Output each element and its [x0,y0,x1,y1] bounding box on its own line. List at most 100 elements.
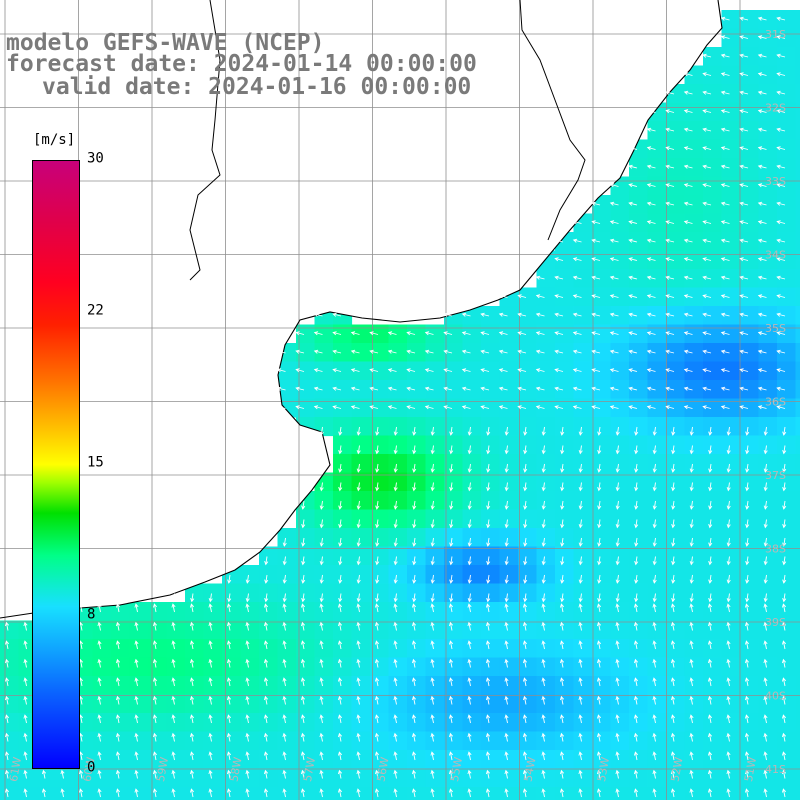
wind-arrow [467,658,472,668]
wind-cell [240,657,260,677]
wind-arrow [356,751,361,761]
wind-arrow [332,312,342,317]
wind-cell [462,676,482,696]
wind-cell [629,287,649,307]
wind-cell [536,768,556,788]
wind-cell [610,787,630,800]
wind-arrow [720,275,730,280]
wind-cell [592,750,612,770]
wind-arrow [559,677,565,687]
wind-arrow [226,732,232,742]
wind-cell [555,787,575,800]
wind-arrow [739,72,749,77]
wind-arrow [356,640,361,650]
wind-cell [425,713,445,733]
wind-cell [333,491,353,511]
wind-arrow [517,349,527,354]
wind-arrow [338,482,343,492]
wind-arrow [781,769,787,779]
wind-cell [518,787,538,800]
wind-arrow [263,751,269,761]
wind-cell [610,398,630,418]
wind-arrow [369,405,379,410]
wind-cell [481,694,501,714]
wind-arrow [430,463,435,473]
legend-unit: [m/s] [33,132,76,148]
wind-arrow [578,537,583,547]
wind-arrow [665,405,675,410]
wind-arrow [652,445,657,455]
wind-arrow [374,603,380,613]
wind-cell [351,565,371,585]
wind-arrow [263,621,269,631]
wind-arrow [720,127,730,132]
wind-cell [481,731,501,751]
wind-arrow [707,751,713,761]
wind-arrow [337,658,343,668]
wind-cell [351,398,371,418]
wind-cell [92,694,112,714]
wind-cell [37,768,57,788]
wind-arrow [739,220,749,225]
wind-arrow [572,368,582,373]
wind-cell [758,213,778,233]
wind-cell [277,694,297,714]
wind-arrow [41,788,47,798]
wind-cell [259,620,279,640]
wind-cell [166,620,186,640]
wind-arrow [467,695,472,705]
wind-cell [740,343,760,363]
wind-arrow [745,500,750,510]
wind-arrow [517,386,527,391]
wind-arrow [596,695,602,705]
wind-arrow [782,556,787,566]
wind-cell [666,694,686,714]
wind-arrow [467,751,472,761]
wind-cell [758,713,778,733]
wind-arrow [338,426,343,436]
wind-arrow [702,275,712,280]
wind-cell [703,398,723,418]
wind-arrow [411,769,417,779]
forecast-date: forecast date: 2024-01-14 00:00:00 [6,51,477,77]
wind-cell [333,694,353,714]
wind-arrow [763,482,768,492]
wind-arrow [313,349,323,354]
wind-cell [740,380,760,400]
wind-cell [407,565,427,585]
wind-cell [684,509,704,529]
wind-arrow [763,537,768,547]
wind-cell [592,287,612,307]
wind-cell [721,472,741,492]
wind-arrow [665,238,675,243]
wind-cell [721,84,741,104]
wind-arrow [615,445,620,455]
wind-cell [721,602,741,622]
wind-arrow [782,574,787,584]
wind-cell [666,620,686,640]
wind-cell [610,731,630,751]
wind-cell [129,731,149,751]
wind-arrow [597,574,602,584]
wind-arrow [375,445,380,455]
wind-cell [333,565,353,585]
wind-cell [777,398,797,418]
wind-cell [148,768,168,788]
wind-cell [370,787,390,800]
wind-cell [92,713,112,733]
wind-arrow [541,500,546,510]
wind-cell [610,306,630,326]
wind-cell [758,343,778,363]
wind-cell [388,787,408,800]
wind-cell [795,491,800,511]
wind-arrow [245,695,250,705]
wind-cell [666,324,686,344]
wind-arrow [609,257,619,262]
wind-cell [647,306,667,326]
wind-arrow [337,695,343,705]
wind-cell [740,713,760,733]
wind-cell [647,250,667,270]
wind-arrow [634,556,639,566]
wind-arrow [406,368,416,373]
